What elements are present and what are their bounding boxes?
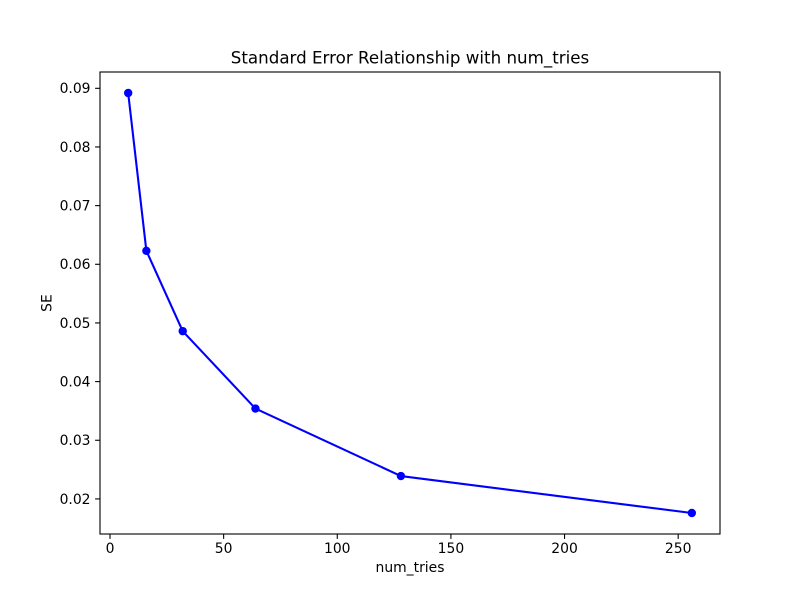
data-point [123,88,133,98]
y-tick-label: 0.07 [60,199,91,215]
data-point [251,404,260,413]
data-point [396,471,406,481]
x-axis-ticks: 0 50 100 150 200 250 [106,534,692,557]
data-points [123,88,697,518]
y-axis-ticks: 0.02 0.03 0.04 0.05 0.06 0.07 0.08 0.09 [60,81,100,508]
x-axis-label: num_tries [376,560,445,576]
data-point [142,246,151,255]
y-tick-label: 0.05 [60,316,91,332]
y-tick-label: 0.08 [60,140,91,156]
y-axis-label: SE [40,294,56,312]
x-tick-label: 200 [551,541,578,557]
y-tick-label: 0.09 [60,81,91,97]
data-point [178,326,187,336]
y-tick-label: 0.03 [60,433,91,449]
x-tick-label: 50 [215,541,233,557]
x-tick-label: 150 [438,541,465,557]
data-line [127,92,692,515]
data-series [123,88,697,518]
y-tick-label: 0.06 [60,257,91,273]
x-tick-label: 250 [665,541,692,557]
chart-title: Standard Error Relationship with num_tri… [231,48,589,69]
x-tick-label: 0 [106,541,115,557]
plot-area [99,71,721,535]
y-tick-label: 0.02 [60,492,91,508]
x-tick-label: 100 [324,541,351,557]
y-tick-label: 0.04 [60,375,91,391]
data-point [687,508,697,518]
